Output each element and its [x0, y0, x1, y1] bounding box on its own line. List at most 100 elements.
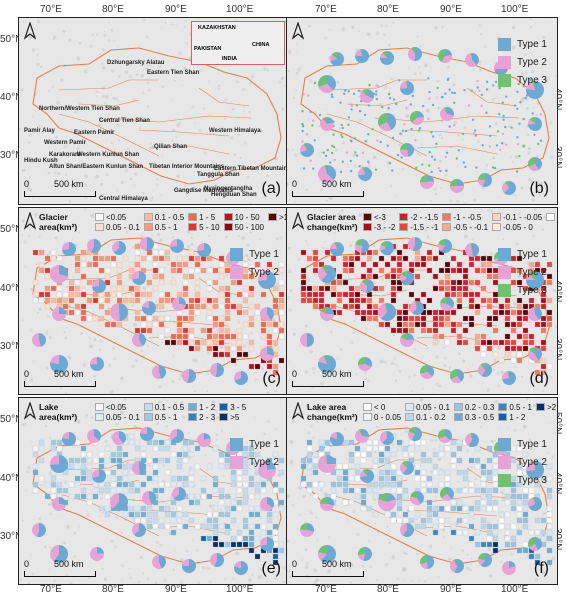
pie-slice: [450, 179, 457, 187]
terrain-dot: [367, 520, 370, 524]
pie-chart: [355, 49, 370, 63]
terrain-dot: [342, 510, 345, 514]
grid-cell: [224, 351, 231, 358]
grid-cell: [278, 541, 285, 548]
grid-cell: [176, 321, 183, 328]
grid-cell: [534, 321, 541, 328]
grid-cell: [546, 547, 553, 554]
grid-cell: [510, 499, 517, 506]
terrain-dot: [98, 117, 103, 121]
grid-cell: [212, 321, 219, 328]
glacier-point: [455, 157, 458, 160]
pie-slice: [52, 497, 66, 511]
grid-cell: [218, 267, 225, 274]
pie-slice: [408, 427, 415, 434]
terrain-dot: [373, 411, 375, 413]
grid-cell: [414, 523, 421, 530]
grid-cell: [230, 505, 237, 512]
terrain-dot: [36, 53, 39, 57]
terrain-dot: [104, 154, 107, 157]
pie-slice: [62, 242, 69, 250]
grid-cell: [432, 285, 439, 292]
glacier-point: [367, 133, 370, 136]
terrain-dot: [131, 304, 134, 307]
terrain-dot: [444, 25, 446, 27]
pie-slice: [357, 167, 365, 176]
glacier-point: [340, 123, 343, 127]
grid-cell: [504, 339, 511, 346]
subregion-line: [198, 87, 250, 107]
pie-chart: [260, 537, 275, 551]
terrain-dot: [384, 562, 389, 567]
terrain-dot: [336, 410, 338, 412]
terrain-dot: [24, 422, 27, 425]
terrain-dot: [110, 141, 114, 145]
terrain-dot: [219, 509, 222, 512]
pie-slice: [526, 461, 535, 472]
terrain-dot: [320, 151, 322, 154]
grid-cell: [236, 529, 243, 536]
pie-chart: [209, 553, 224, 567]
grid-cell: [242, 321, 249, 328]
terrain-dot: [534, 375, 536, 377]
terrain-dot: [497, 385, 500, 387]
terrain-dot: [132, 184, 135, 187]
pie-chart: [182, 369, 197, 383]
pie-slice: [36, 523, 47, 537]
grid-cell: [182, 475, 189, 482]
grid-cell: [360, 273, 367, 280]
terrain-dot: [66, 285, 69, 288]
grid-cell: [248, 303, 255, 310]
terrain-dot: [84, 69, 88, 74]
grid-cell: [44, 273, 51, 280]
pie-chart: [317, 545, 336, 563]
grid-cell: [128, 439, 135, 446]
pie-slice: [140, 427, 147, 434]
grid-cell: [384, 261, 391, 268]
terrain-dot: [528, 178, 532, 182]
glacier-point: [444, 92, 447, 95]
glacier-point: [401, 129, 405, 132]
terrain-dot: [37, 125, 41, 129]
terrain-dot: [375, 31, 379, 36]
subregion-line: [406, 129, 498, 137]
grid-cell: [278, 309, 285, 316]
grid-cell: [230, 517, 237, 524]
grid-cell: [366, 439, 373, 446]
terrain-dot: [311, 215, 315, 219]
grid-cell: [218, 285, 225, 292]
terrain-dot: [381, 228, 386, 232]
grid-cell: [474, 487, 481, 494]
grid-cell: [68, 285, 75, 292]
grid-cell: [116, 267, 123, 274]
terrain-dot: [453, 120, 457, 124]
terrain-dot: [461, 549, 464, 552]
grid-cell: [414, 445, 421, 452]
grid-cell: [236, 469, 243, 476]
pie-slice: [400, 333, 407, 340]
grid-cell: [474, 505, 481, 512]
grid-cell: [110, 255, 117, 262]
grid-cell: [134, 243, 141, 250]
terrain-dot: [295, 71, 299, 75]
grid-cell: [300, 285, 307, 292]
pie-slice: [355, 239, 362, 246]
terrain-dot: [72, 445, 74, 448]
pie-slice: [170, 239, 177, 248]
terrain-dot: [96, 34, 98, 36]
pie-slice: [50, 355, 59, 364]
terrain-dot: [116, 123, 120, 127]
region-label: Eastern Tien Shan: [147, 70, 200, 76]
grid-cell: [38, 439, 45, 446]
grid-cell: [480, 255, 487, 262]
grid-cell: [158, 315, 165, 322]
grid-cell: [306, 481, 313, 488]
grid-cell: [104, 445, 111, 452]
terrain-dot: [348, 566, 351, 570]
pie-chart: [379, 431, 394, 445]
type-legend-item: Type 3: [497, 74, 547, 87]
grid-cell: [200, 303, 207, 310]
terrain-dot: [57, 351, 59, 353]
terrain-dot: [305, 188, 308, 191]
terrain-dot: [256, 544, 258, 546]
